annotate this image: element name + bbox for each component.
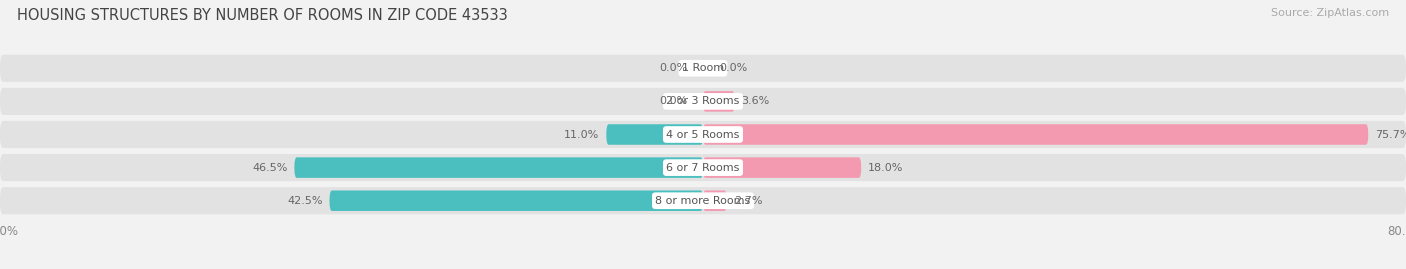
FancyBboxPatch shape <box>0 154 1406 181</box>
FancyBboxPatch shape <box>294 157 703 178</box>
Text: 3.6%: 3.6% <box>742 96 770 107</box>
Text: 6 or 7 Rooms: 6 or 7 Rooms <box>666 162 740 173</box>
Text: 2.7%: 2.7% <box>734 196 762 206</box>
FancyBboxPatch shape <box>703 157 860 178</box>
FancyBboxPatch shape <box>703 124 1368 145</box>
FancyBboxPatch shape <box>703 91 734 112</box>
FancyBboxPatch shape <box>0 121 1406 148</box>
Text: 0.0%: 0.0% <box>718 63 747 73</box>
Text: 42.5%: 42.5% <box>287 196 322 206</box>
FancyBboxPatch shape <box>606 124 703 145</box>
Text: 18.0%: 18.0% <box>869 162 904 173</box>
FancyBboxPatch shape <box>0 55 1406 82</box>
Text: 75.7%: 75.7% <box>1375 129 1406 140</box>
Text: 11.0%: 11.0% <box>564 129 599 140</box>
Text: 0.0%: 0.0% <box>659 63 688 73</box>
FancyBboxPatch shape <box>329 190 703 211</box>
Text: 0.0%: 0.0% <box>659 96 688 107</box>
Text: Source: ZipAtlas.com: Source: ZipAtlas.com <box>1271 8 1389 18</box>
Text: 2 or 3 Rooms: 2 or 3 Rooms <box>666 96 740 107</box>
FancyBboxPatch shape <box>0 187 1406 214</box>
FancyBboxPatch shape <box>0 88 1406 115</box>
Text: HOUSING STRUCTURES BY NUMBER OF ROOMS IN ZIP CODE 43533: HOUSING STRUCTURES BY NUMBER OF ROOMS IN… <box>17 8 508 23</box>
Text: 4 or 5 Rooms: 4 or 5 Rooms <box>666 129 740 140</box>
Text: 46.5%: 46.5% <box>252 162 287 173</box>
FancyBboxPatch shape <box>703 190 727 211</box>
Text: 1 Room: 1 Room <box>682 63 724 73</box>
Text: 8 or more Rooms: 8 or more Rooms <box>655 196 751 206</box>
